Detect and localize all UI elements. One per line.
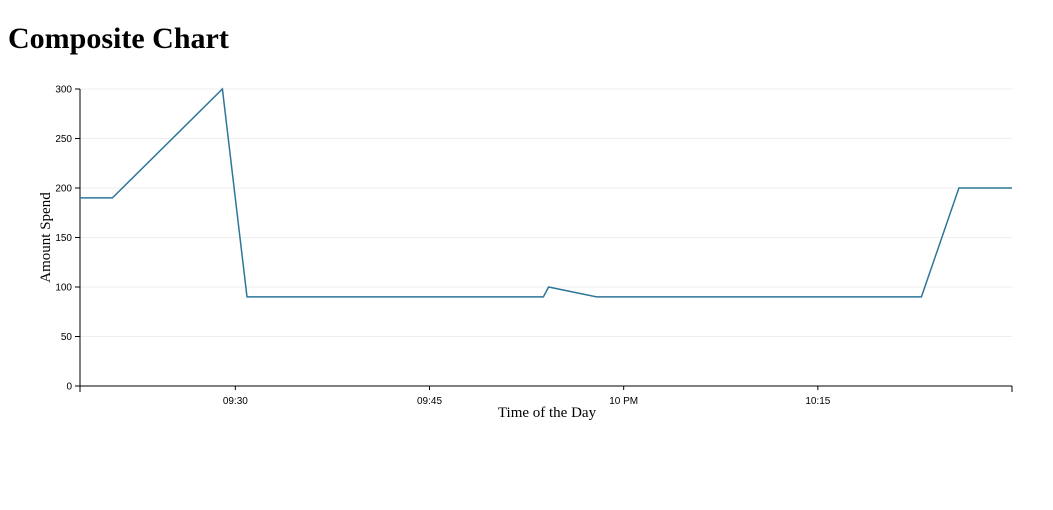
series-line — [80, 87, 1012, 298]
x-tick-label: 09:30 — [223, 396, 248, 407]
x-tick-label: 09:45 — [417, 396, 442, 407]
page-title: Composite Chart — [8, 22, 229, 55]
x-tick-label: 10:15 — [805, 396, 830, 407]
y-tick-label: 100 — [55, 283, 72, 294]
x-axis-title: Time of the Day — [498, 405, 597, 421]
y-tick-label: 200 — [55, 184, 72, 195]
y-tick-label: 250 — [55, 134, 72, 145]
grid-lines — [80, 88, 1012, 337]
y-tick-label: 300 — [55, 85, 72, 96]
x-tick-label: 10 PM — [609, 396, 638, 407]
y-tick-label: 150 — [55, 233, 72, 244]
y-tick-label: 50 — [61, 332, 73, 343]
y-axis-title: Amount Spend — [38, 192, 54, 283]
x-axis: 09:30 09:45 10 PM 10:15 — [79, 385, 1013, 407]
y-axis: 0 50 100 150 200 250 300 — [55, 85, 81, 393]
y-tick-label: 0 — [66, 382, 72, 393]
